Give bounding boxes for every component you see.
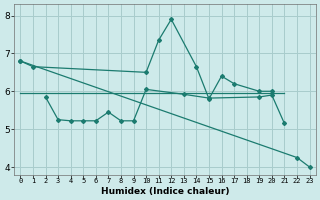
X-axis label: Humidex (Indice chaleur): Humidex (Indice chaleur)	[101, 187, 229, 196]
